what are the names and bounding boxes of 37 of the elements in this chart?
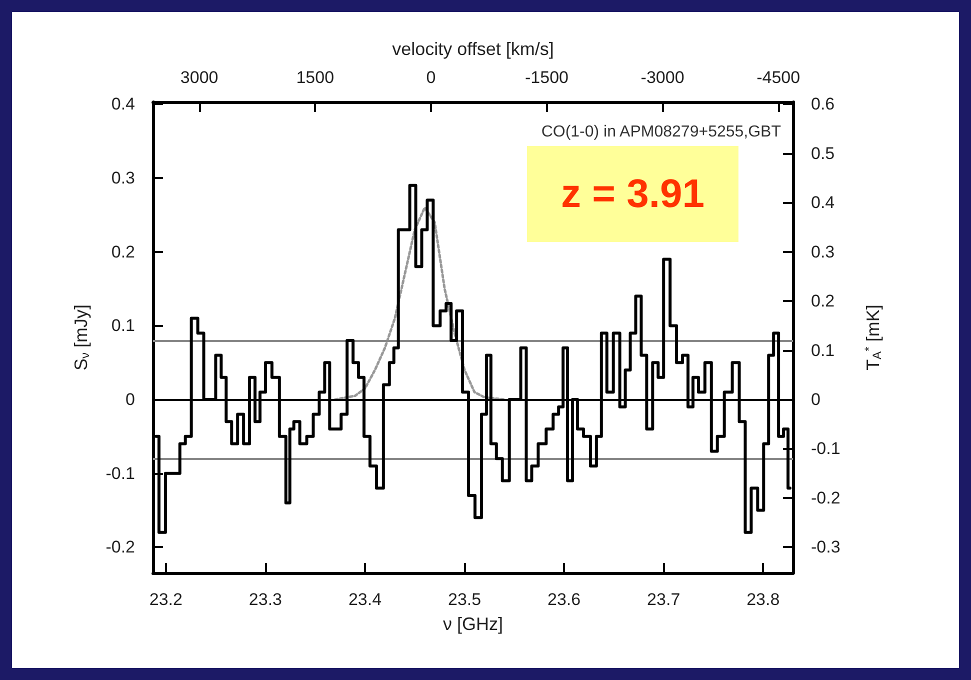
x-tick-label: 23.8 xyxy=(746,590,780,609)
y-tick-label: 0.3 xyxy=(111,168,135,188)
x2-tick-label: 1500 xyxy=(296,68,334,87)
x-tick-label: 23.7 xyxy=(647,590,680,609)
y-tick-label: -0.1 xyxy=(106,464,135,483)
y2-tick-label: 0.6 xyxy=(811,94,835,114)
x2-tick-label: -1500 xyxy=(524,68,568,87)
y-tick-label: 0.2 xyxy=(111,242,135,262)
y2-axis-title: TA* [mK] xyxy=(862,304,884,370)
y-axis-title: Sν [mJy] xyxy=(71,304,92,371)
x2-tick-label: -3000 xyxy=(640,68,684,87)
x-tick-label: 23.4 xyxy=(348,590,382,609)
y2-tick-label: -0.3 xyxy=(811,538,840,557)
x-axis-title: ν [GHz] xyxy=(442,614,504,634)
y-tick-label: 0.1 xyxy=(111,316,135,336)
y2-tick-label: -0.1 xyxy=(811,439,840,458)
x2-tick-label: 3000 xyxy=(180,68,218,87)
y2-tick-label: 0.3 xyxy=(811,242,835,262)
x2-tick-label: -4500 xyxy=(756,68,800,87)
y-tick-label: 0.4 xyxy=(111,94,135,114)
y-tick-label: 0 xyxy=(126,390,135,410)
x2-tick-label: 0 xyxy=(426,68,436,87)
annotation: CO(1-0) in APM08279+5255,GBT xyxy=(541,124,782,140)
y-tick-label: -0.2 xyxy=(106,538,135,557)
x-tick-label: 23.6 xyxy=(548,590,581,609)
x-tick-label: 23.5 xyxy=(448,590,482,609)
y2-tick-label: 0 xyxy=(811,390,820,410)
line-series xyxy=(334,206,506,401)
x2-axis-title: velocity offset [km/s] xyxy=(392,39,554,59)
y2-tick-label: 0.2 xyxy=(811,292,835,311)
y2-tick-label: -0.2 xyxy=(811,488,840,508)
y2-tick-label: 0.4 xyxy=(811,193,835,212)
x-tick-label: 23.2 xyxy=(149,590,182,609)
y2-tick-label: 0.5 xyxy=(811,144,835,163)
annotation: z = 3.91 xyxy=(561,172,704,216)
x-tick-label: 23.3 xyxy=(248,590,282,609)
y2-tick-label: 0.1 xyxy=(811,340,835,360)
